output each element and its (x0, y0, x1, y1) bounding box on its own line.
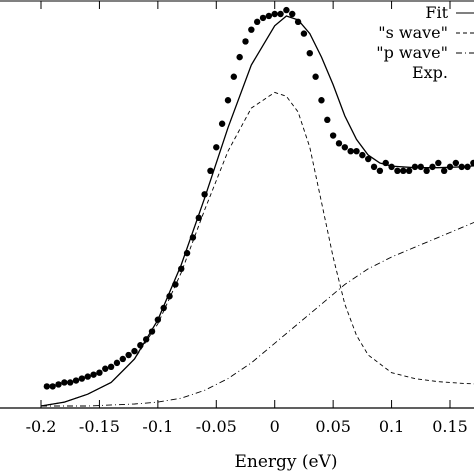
data-point (43, 383, 51, 390)
data-point (195, 214, 202, 222)
data-point (102, 365, 109, 372)
data-point (417, 163, 424, 171)
data-point (359, 151, 366, 159)
data-point (242, 38, 249, 45)
data-point (324, 116, 331, 124)
data-point (142, 336, 150, 343)
data-point (230, 73, 238, 80)
data-point (172, 281, 179, 288)
data-point (289, 10, 296, 18)
legend-label: Fit (425, 3, 448, 22)
data-point (248, 26, 255, 33)
data-point (446, 163, 454, 171)
data-point (201, 191, 208, 198)
data-point (78, 375, 86, 382)
data-point (67, 379, 74, 386)
data-point (166, 293, 173, 300)
data-point (271, 10, 278, 18)
data-point (265, 12, 273, 20)
data-point (160, 304, 167, 312)
x-tick-label: -0.2 (26, 417, 57, 436)
data-point (365, 155, 372, 163)
data-point (382, 159, 389, 167)
data-point (394, 167, 401, 174)
series-line-dashdot (41, 221, 474, 407)
data-point (49, 383, 56, 390)
data-point (405, 167, 413, 174)
legend-label: "p wave" (376, 43, 448, 62)
legend: Fit"s wave""p wave"Exp. (376, 3, 474, 82)
data-point (347, 148, 354, 155)
x-tick-label: 0.15 (432, 417, 468, 436)
data-point (55, 381, 62, 388)
data-point (236, 53, 243, 61)
data-point (183, 249, 191, 257)
data-point (435, 159, 442, 167)
plot-frame (0, 0, 474, 409)
data-point (213, 144, 220, 151)
x-axis-label: Energy (eV) (234, 452, 337, 472)
data-point (429, 163, 436, 171)
data-point (178, 265, 185, 272)
data-point (107, 363, 115, 370)
data-point (329, 132, 337, 139)
data-point (440, 167, 448, 174)
data-point (253, 18, 261, 26)
series-line-solid (40, 15, 474, 407)
data-point (388, 163, 395, 171)
data-point (61, 379, 68, 386)
data-point (300, 30, 308, 37)
data-point (341, 144, 349, 151)
x-tick-label: -0.15 (79, 417, 120, 436)
data-point (125, 351, 132, 359)
data-point (370, 163, 378, 171)
x-tick-label: -0.1 (142, 417, 173, 436)
data-point (207, 167, 214, 174)
data-point (400, 167, 407, 174)
x-tick-label: -0.05 (196, 417, 237, 436)
data-point (376, 167, 384, 174)
data-point (259, 14, 267, 22)
data-point (154, 316, 162, 323)
data-point (90, 371, 97, 378)
data-point (458, 163, 465, 171)
data-point (137, 342, 144, 349)
legend-label: "s wave" (378, 23, 448, 42)
data-point (131, 347, 138, 355)
data-point (283, 6, 290, 14)
x-tick-label: 0 (270, 417, 280, 436)
series-line-dashed (40, 91, 474, 407)
data-point (84, 373, 91, 380)
data-point (72, 377, 80, 384)
data-point (353, 148, 360, 155)
data-point (423, 167, 430, 174)
x-tick-label: 0.05 (315, 417, 351, 436)
data-point (452, 159, 460, 167)
legend-label: Exp. (412, 63, 448, 82)
data-point (189, 234, 197, 241)
data-point (294, 18, 302, 26)
data-point (318, 97, 325, 104)
data-point (218, 120, 226, 127)
data-point (119, 355, 127, 363)
data-point (411, 163, 419, 171)
data-point (96, 369, 103, 376)
data-point (335, 140, 343, 147)
x-tick-label: 0.1 (379, 417, 404, 436)
data-point (224, 97, 232, 104)
data-point (312, 73, 319, 80)
data-point (306, 50, 313, 57)
data-point (470, 159, 474, 167)
data-point (277, 10, 284, 18)
series-layer (40, 6, 474, 407)
series-exp-points (43, 6, 474, 390)
data-point (148, 328, 156, 335)
data-point (113, 359, 121, 367)
data-point (464, 163, 471, 171)
